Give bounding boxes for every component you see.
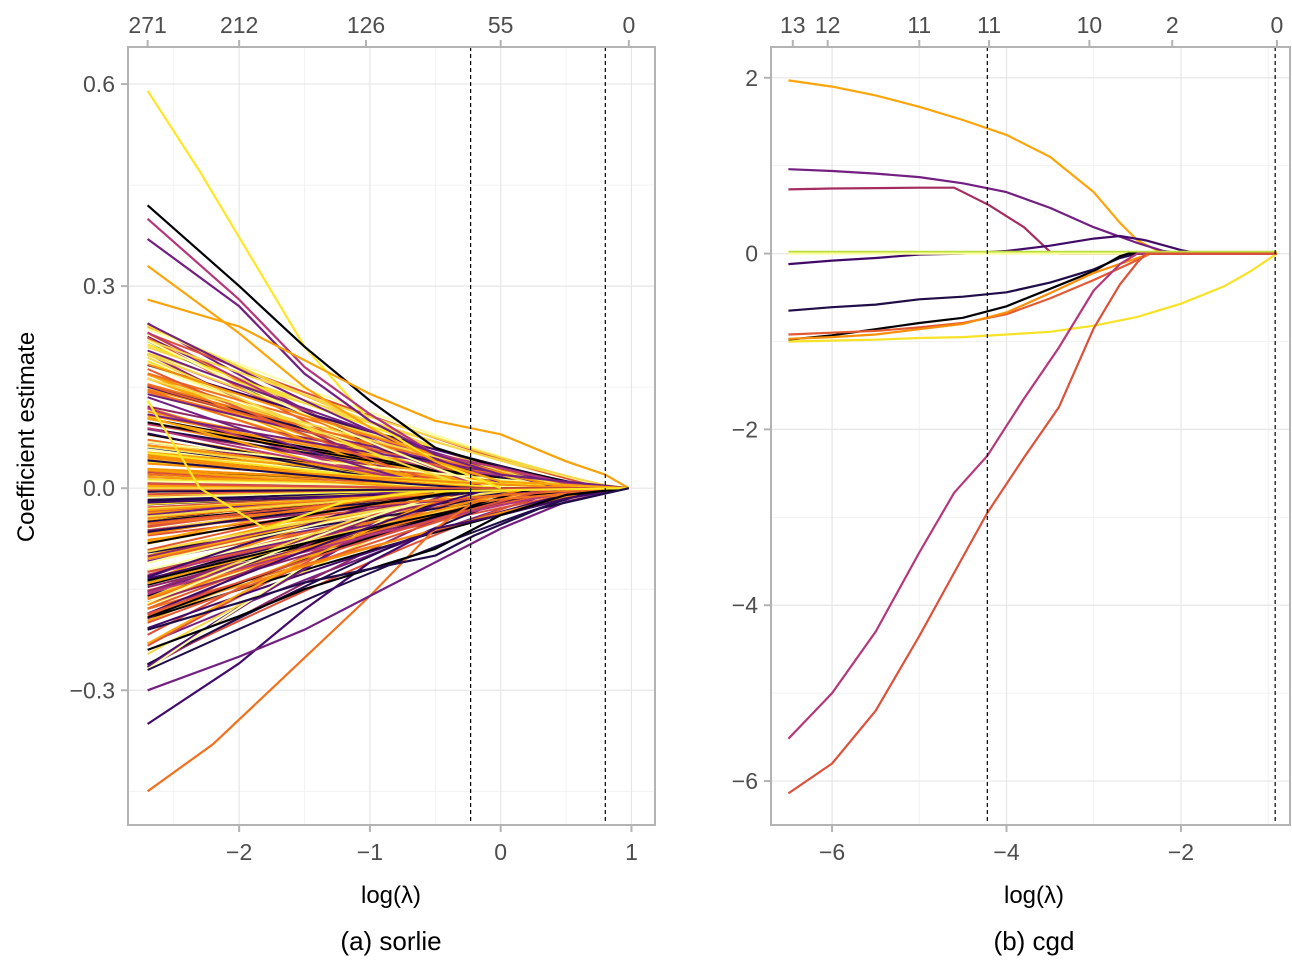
- panel-border: [127, 46, 656, 826]
- y-tick-label: 0.0: [83, 475, 115, 501]
- top-tick-label: 212: [220, 12, 258, 38]
- top-tick-label: 2: [1166, 12, 1179, 38]
- series-group: [787, 79, 1278, 795]
- top-tick-label: 55: [488, 12, 514, 38]
- y-tick-label: 0: [745, 241, 758, 267]
- x-axis-title-b: log(λ): [1004, 882, 1064, 909]
- coefficient-path: [788, 79, 1277, 255]
- coefficient-path: [788, 252, 1278, 343]
- y-tick-label: −0.3: [70, 677, 115, 703]
- coefficient-path: [788, 186, 1277, 255]
- x-tick-label: −2: [226, 839, 252, 865]
- x-axis-title-a: log(λ): [361, 882, 421, 909]
- caption-sorlie: (a) sorlie: [340, 926, 441, 956]
- coefficient-path: [788, 168, 1277, 255]
- y-tick-label: 0.3: [83, 273, 115, 299]
- coefficient-path: [787, 252, 1277, 795]
- top-tick-label: 126: [347, 12, 385, 38]
- coefficient-path: [147, 377, 629, 490]
- y-axis-title: Coefficient estimate: [13, 332, 40, 542]
- coefficient-path: [146, 265, 629, 490]
- top-tick-label: 11: [977, 12, 1001, 38]
- coefficient-path: [147, 339, 629, 490]
- top-tick-label: 13: [780, 12, 806, 38]
- x-tick-label: −6: [819, 839, 845, 865]
- coefficient-path: [146, 487, 629, 725]
- top-tick-label: 12: [815, 12, 841, 38]
- y-tick-label: −2: [732, 416, 758, 442]
- panel-cgd: −6 −4 −2 −6 −4 −2 0 2 13 12 11 11 10 2 0: [732, 12, 1291, 865]
- top-tick-label: 0: [1271, 12, 1284, 38]
- coefficient-path: [788, 252, 1277, 312]
- coefficient-path: [146, 238, 629, 490]
- top-tick-label: 11: [907, 12, 931, 38]
- x-tick-label: −2: [1168, 839, 1194, 865]
- caption-cgd: (b) cgd: [994, 926, 1075, 956]
- y-tick-label: 2: [745, 65, 758, 91]
- coefficient-path: [787, 252, 1277, 740]
- top-tick-label: 0: [622, 12, 635, 38]
- x-tick-label: 0: [494, 839, 507, 865]
- panel-sorlie: −2 −1 0 1 −0.3 0.0 0.3 0.6 271 212 126 55 0: [70, 12, 656, 865]
- coefficient-path: [147, 487, 630, 692]
- coefficient-path: [147, 482, 629, 490]
- panel-border: [770, 46, 1291, 826]
- coefficient-path: [147, 487, 629, 651]
- coefficient-path: [788, 252, 1277, 341]
- top-tick-label: 271: [128, 12, 166, 38]
- coefficient-path: [147, 298, 630, 490]
- coefficient-path: [146, 400, 629, 530]
- x-tick-label: −4: [993, 839, 1019, 865]
- x-tick-label: 1: [625, 839, 638, 865]
- coefficient-path: [147, 487, 630, 631]
- coefficient-path: [788, 252, 1277, 336]
- y-tick-label: 0.6: [83, 71, 115, 97]
- coefficient-path: [147, 487, 629, 525]
- top-tick-label: 10: [1077, 12, 1103, 38]
- y-tick-label: −6: [732, 768, 758, 794]
- y-tick-label: −4: [732, 592, 758, 618]
- x-tick-label: −1: [357, 839, 383, 865]
- coefficient-path: [788, 234, 1277, 266]
- series-group: [146, 90, 630, 793]
